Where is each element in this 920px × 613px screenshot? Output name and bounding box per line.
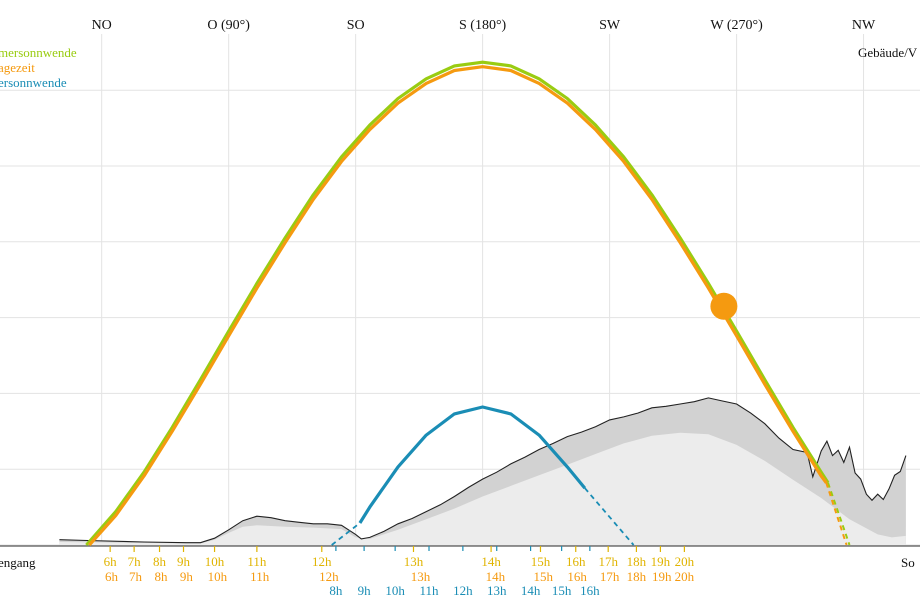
hour-label: 13h bbox=[411, 569, 431, 584]
hour-label: 10h bbox=[205, 554, 225, 569]
hour-label: 6h bbox=[105, 569, 119, 584]
hour-label: 14h bbox=[486, 569, 506, 584]
shadow-fill bbox=[59, 432, 906, 545]
hour-label: 14h bbox=[481, 554, 501, 569]
hour-label: 18h bbox=[627, 554, 647, 569]
right-edge-label: So bbox=[901, 555, 915, 570]
hour-label: 11h bbox=[247, 554, 267, 569]
hour-label: 12h bbox=[319, 569, 339, 584]
hour-label: 11h bbox=[419, 583, 439, 598]
horizon-line bbox=[59, 397, 907, 544]
hour-label: 13h bbox=[487, 583, 507, 598]
hour-label: 9h bbox=[358, 583, 372, 598]
direction-label: NW bbox=[852, 18, 876, 33]
hour-label: 13h bbox=[404, 554, 424, 569]
sun-paths bbox=[85, 60, 851, 547]
hour-label: 9h bbox=[180, 569, 194, 584]
hour-label: 20h bbox=[675, 569, 695, 584]
horizon-profile bbox=[59, 397, 907, 545]
top-right-label: Gebäude/V bbox=[858, 45, 918, 60]
hour-label: 7h bbox=[128, 554, 142, 569]
hour-label: 17h bbox=[600, 569, 620, 584]
series-3 bbox=[331, 405, 635, 546]
hour-label: 19h bbox=[652, 569, 672, 584]
hour-label: 8h bbox=[153, 554, 167, 569]
hour-label: 12h bbox=[312, 554, 332, 569]
legend-entry: ersonnwende bbox=[0, 75, 67, 90]
hour-label: 12h bbox=[453, 583, 473, 598]
current-sun-marker bbox=[710, 292, 738, 320]
series-line bbox=[358, 405, 587, 524]
legend-entry: agezeit bbox=[0, 60, 35, 75]
hour-label: 14h bbox=[521, 583, 541, 598]
direction-label: W (270°) bbox=[710, 18, 763, 33]
hour-label: 20h bbox=[675, 554, 695, 569]
left-edge-label: engang bbox=[0, 555, 36, 570]
direction-label: NO bbox=[92, 18, 112, 33]
series-dashed-segment bbox=[827, 482, 851, 546]
hour-label: 6h bbox=[104, 554, 118, 569]
hour-labels: 6h 7h 8h 9h 10h 11h 12h 13h 14h 15h 16h 17h 18h 19h 20… bbox=[104, 546, 695, 598]
hour-label: 8h bbox=[154, 569, 168, 584]
hour-label: 17h bbox=[598, 554, 618, 569]
hour-label: 19h bbox=[651, 554, 671, 569]
hour-label: 9h bbox=[177, 554, 191, 569]
hour-label: 15h bbox=[552, 583, 572, 598]
hour-label: 15h bbox=[534, 569, 554, 584]
direction-label: S (180°) bbox=[459, 18, 507, 33]
hour-label: 11h bbox=[250, 569, 270, 584]
hour-label: 15h bbox=[531, 554, 551, 569]
direction-labels: NO O (90°) SO S (180°) SW W (270°) NW Gebäude/V… bbox=[0, 18, 918, 570]
direction-label: O (90°) bbox=[207, 18, 250, 33]
hour-label: 8h bbox=[329, 583, 343, 598]
hour-label: 10h bbox=[385, 583, 405, 598]
hour-label: 7h bbox=[129, 569, 143, 584]
direction-label: SW bbox=[599, 18, 621, 33]
series-dashed-segment bbox=[584, 487, 635, 546]
hour-label: 16h bbox=[567, 569, 587, 584]
hour-label: 16h bbox=[580, 583, 600, 598]
series-dashed-segment bbox=[331, 522, 361, 546]
series-dashed-segment bbox=[825, 482, 848, 546]
hour-label: 18h bbox=[627, 569, 647, 584]
hour-label: 16h bbox=[566, 554, 586, 569]
legend-entry: mersonnwende bbox=[0, 45, 77, 60]
hour-label: 10h bbox=[208, 569, 228, 584]
direction-label: SO bbox=[347, 18, 365, 33]
